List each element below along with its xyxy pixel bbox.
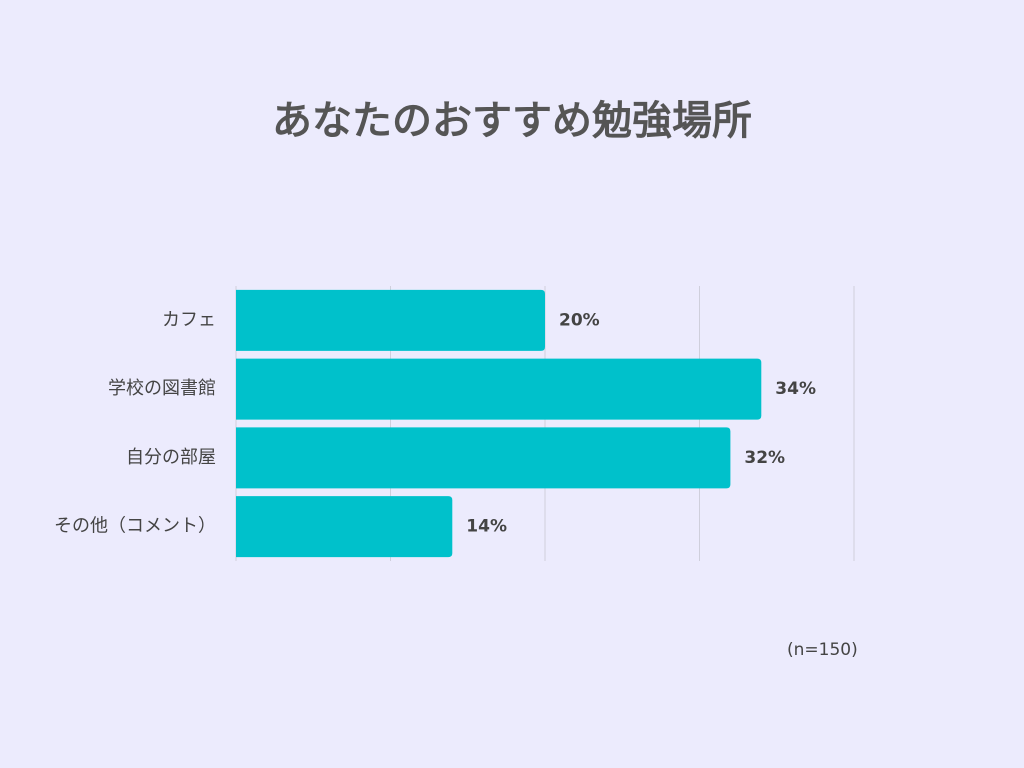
chart-title: あなたのおすすめ勉強場所	[272, 98, 752, 144]
data-label: 20%	[559, 310, 600, 330]
sample-size-note: (n=150)	[787, 640, 858, 660]
bars	[236, 289, 762, 558]
labels: カフェ 20% 学校の図書館 34% 自分の部屋 32% その他（コメント） 14%	[54, 309, 816, 536]
bar	[236, 289, 545, 351]
category-label: 学校の図書館	[108, 378, 216, 399]
category-label: 自分の部屋	[126, 447, 216, 468]
bar	[236, 358, 762, 420]
data-label: 32%	[744, 448, 785, 468]
bar	[236, 427, 731, 489]
data-label: 34%	[775, 379, 816, 399]
category-label: カフェ	[162, 309, 216, 330]
category-label: その他（コメント）	[54, 516, 216, 537]
bar	[236, 496, 453, 558]
data-label: 14%	[466, 517, 507, 537]
